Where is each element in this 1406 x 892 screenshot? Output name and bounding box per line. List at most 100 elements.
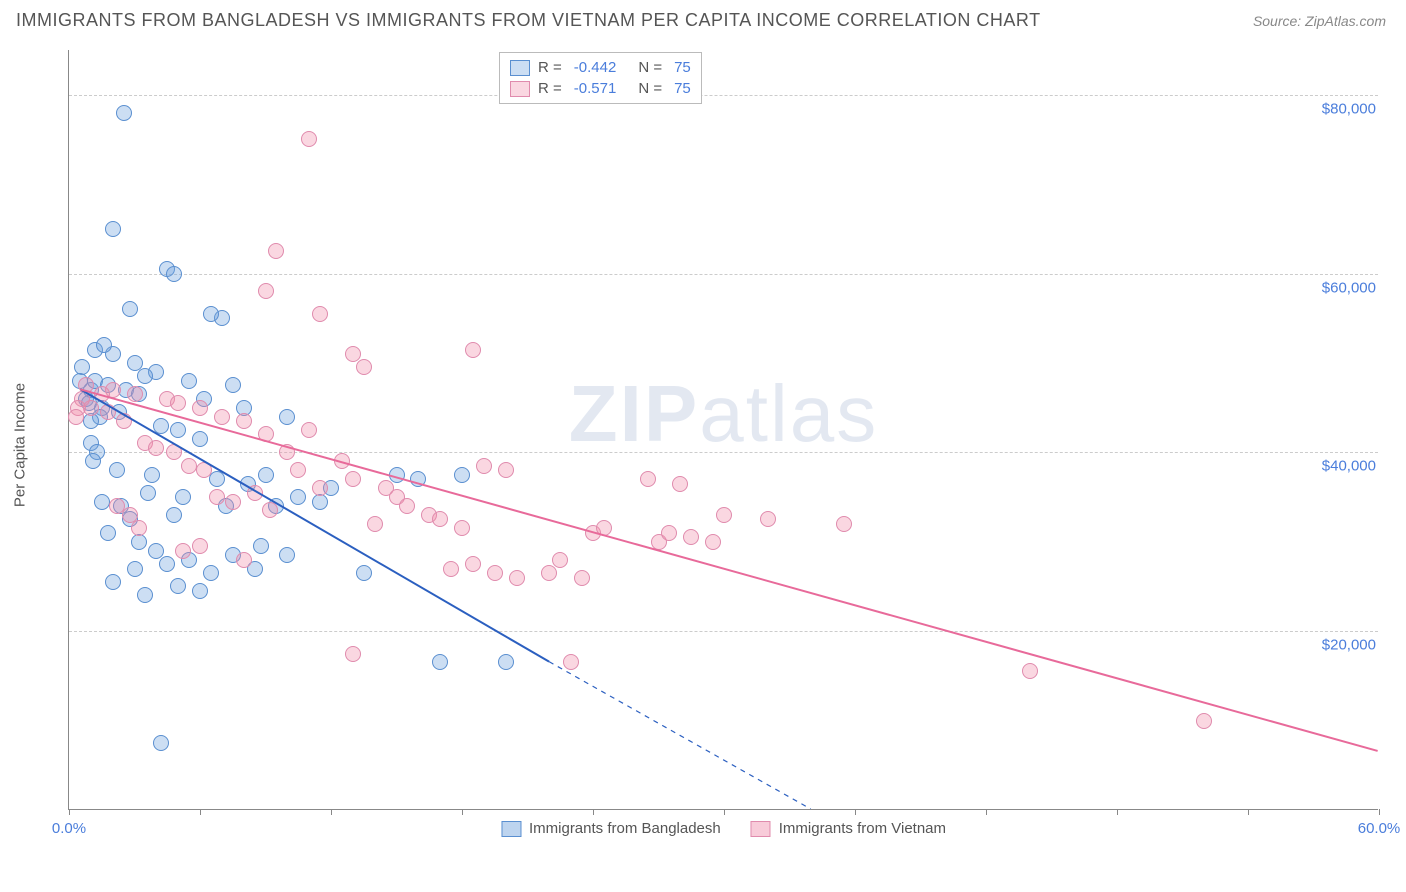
r-label: R =: [538, 80, 562, 97]
scatter-point: [127, 561, 143, 577]
scatter-point: [127, 386, 143, 402]
scatter-point: [203, 565, 219, 581]
scatter-point: [196, 462, 212, 478]
scatter-point: [175, 489, 191, 505]
scatter-point: [170, 395, 186, 411]
x-tick-label: 0.0%: [52, 820, 86, 837]
x-tick: [1248, 809, 1249, 815]
n-value: 75: [674, 59, 691, 76]
y-tick-label: $20,000: [1318, 635, 1380, 656]
scatter-point: [209, 489, 225, 505]
y-axis-label: Per Capita Income: [12, 383, 29, 507]
scatter-point: [683, 529, 699, 545]
scatter-point: [96, 337, 112, 353]
scatter-point: [192, 583, 208, 599]
stats-box: R =-0.442N =75R =-0.571N =75: [499, 52, 702, 104]
scatter-point: [153, 735, 169, 751]
plot-area: ZIPatlas R =-0.442N =75R =-0.571N =75 Im…: [68, 50, 1378, 810]
gridline: [69, 631, 1378, 632]
scatter-point: [432, 511, 448, 527]
scatter-point: [170, 422, 186, 438]
scatter-point: [760, 511, 776, 527]
scatter-point: [454, 520, 470, 536]
scatter-point: [432, 654, 448, 670]
scatter-point: [356, 359, 372, 375]
scatter-point: [312, 480, 328, 496]
scatter-point: [640, 471, 656, 487]
scatter-point: [268, 243, 284, 259]
x-tick: [331, 809, 332, 815]
scatter-point: [94, 386, 110, 402]
scatter-point: [159, 556, 175, 572]
scatter-point: [301, 422, 317, 438]
scatter-point: [214, 409, 230, 425]
scatter-point: [661, 525, 677, 541]
gridline: [69, 95, 1378, 96]
scatter-point: [312, 306, 328, 322]
x-tick: [200, 809, 201, 815]
scatter-point: [509, 570, 525, 586]
scatter-point: [345, 646, 361, 662]
scatter-point: [144, 467, 160, 483]
scatter-point: [94, 494, 110, 510]
scatter-point: [85, 453, 101, 469]
scatter-point: [247, 485, 263, 501]
scatter-point: [1022, 663, 1038, 679]
chart-header: IMMIGRANTS FROM BANGLADESH VS IMMIGRANTS…: [0, 0, 1406, 39]
gridline: [69, 452, 1378, 453]
x-tick: [855, 809, 856, 815]
scatter-point: [301, 131, 317, 147]
scatter-point: [181, 458, 197, 474]
scatter-point: [262, 502, 278, 518]
scatter-point: [258, 426, 274, 442]
x-tick: [986, 809, 987, 815]
scatter-point: [1196, 713, 1212, 729]
scatter-point: [498, 462, 514, 478]
y-tick-label: $40,000: [1318, 456, 1380, 477]
chart-title: IMMIGRANTS FROM BANGLADESH VS IMMIGRANTS…: [16, 10, 1041, 31]
legend-swatch: [751, 821, 771, 837]
n-label: N =: [638, 59, 662, 76]
scatter-point: [131, 520, 147, 536]
legend-swatch: [501, 821, 521, 837]
scatter-point: [192, 431, 208, 447]
x-tick-label: 60.0%: [1358, 820, 1401, 837]
scatter-point: [541, 565, 557, 581]
chart-container: Per Capita Income ZIPatlas R =-0.442N =7…: [50, 50, 1390, 840]
n-value: 75: [674, 80, 691, 97]
legend-item: Immigrants from Vietnam: [751, 820, 946, 837]
watermark: ZIPatlas: [569, 368, 878, 460]
scatter-point: [137, 368, 153, 384]
scatter-point: [258, 283, 274, 299]
scatter-point: [410, 471, 426, 487]
scatter-point: [181, 373, 197, 389]
scatter-point: [170, 578, 186, 594]
scatter-point: [443, 561, 459, 577]
x-tick: [593, 809, 594, 815]
scatter-point: [672, 476, 688, 492]
scatter-point: [574, 570, 590, 586]
scatter-point: [236, 552, 252, 568]
scatter-point: [192, 400, 208, 416]
scatter-point: [290, 489, 306, 505]
scatter-point: [279, 444, 295, 460]
legend-label: Immigrants from Bangladesh: [529, 820, 721, 837]
scatter-point: [705, 534, 721, 550]
scatter-point: [116, 413, 132, 429]
scatter-point: [279, 547, 295, 563]
y-tick-label: $80,000: [1318, 98, 1380, 119]
scatter-point: [116, 105, 132, 121]
scatter-point: [258, 467, 274, 483]
x-tick: [1379, 809, 1380, 815]
scatter-point: [716, 507, 732, 523]
scatter-point: [367, 516, 383, 532]
source-label: Source: ZipAtlas.com: [1253, 13, 1386, 29]
scatter-point: [109, 462, 125, 478]
scatter-point: [68, 409, 84, 425]
scatter-point: [279, 409, 295, 425]
scatter-point: [487, 565, 503, 581]
scatter-point: [552, 552, 568, 568]
r-value: -0.442: [574, 59, 617, 76]
gridline: [69, 274, 1378, 275]
r-value: -0.571: [574, 80, 617, 97]
